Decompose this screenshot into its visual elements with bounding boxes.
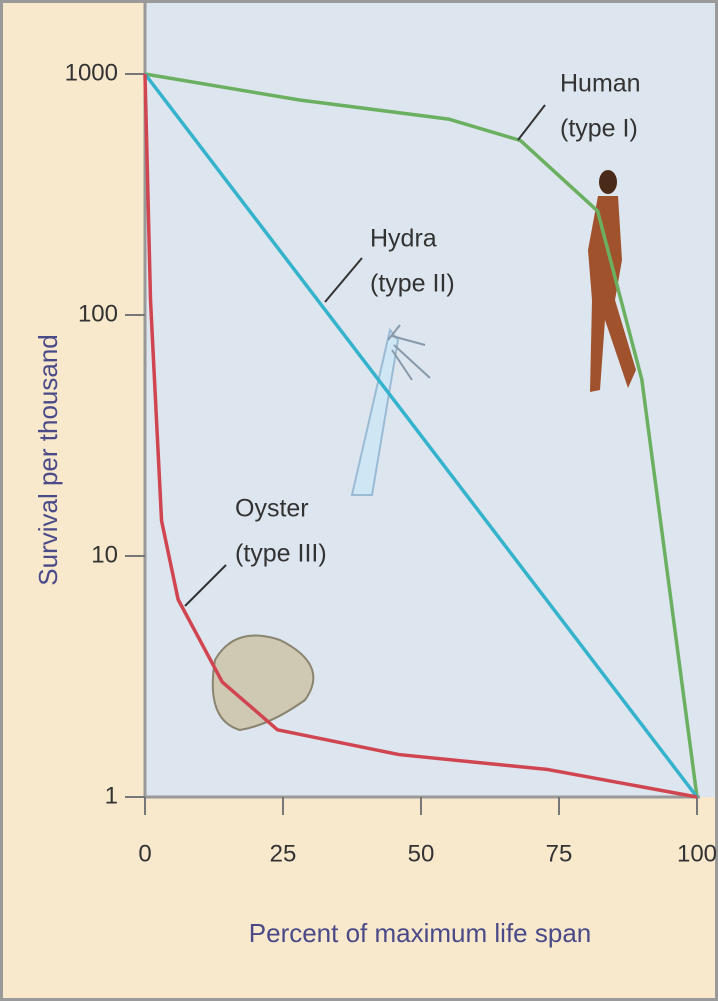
chart: Survival per thousand Percent of maximum… — [0, 0, 718, 1001]
x-tick-label: 75 — [546, 840, 573, 867]
y-tick-label: 1 — [105, 782, 118, 809]
y-tick-label: 100 — [78, 300, 118, 327]
annotation-name: Human — [560, 70, 641, 98]
annotation-type: (type II) — [370, 270, 455, 298]
x-tick-label: 25 — [270, 840, 297, 867]
annotation-name: Hydra — [370, 225, 437, 253]
y-tick-label: 1000 — [65, 59, 118, 86]
annotation-type: (type I) — [560, 115, 638, 143]
x-tick-label: 50 — [408, 840, 435, 867]
y-tick-label: 10 — [91, 541, 118, 568]
x-tick-label: 0 — [138, 840, 151, 867]
annotation-type: (type III) — [235, 540, 327, 568]
x-tick-label: 100 — [677, 840, 717, 867]
y-axis-label: Survival per thousand — [33, 334, 63, 585]
annotation-name: Oyster — [235, 495, 309, 523]
x-axis-label: Percent of maximum life span — [249, 918, 591, 948]
